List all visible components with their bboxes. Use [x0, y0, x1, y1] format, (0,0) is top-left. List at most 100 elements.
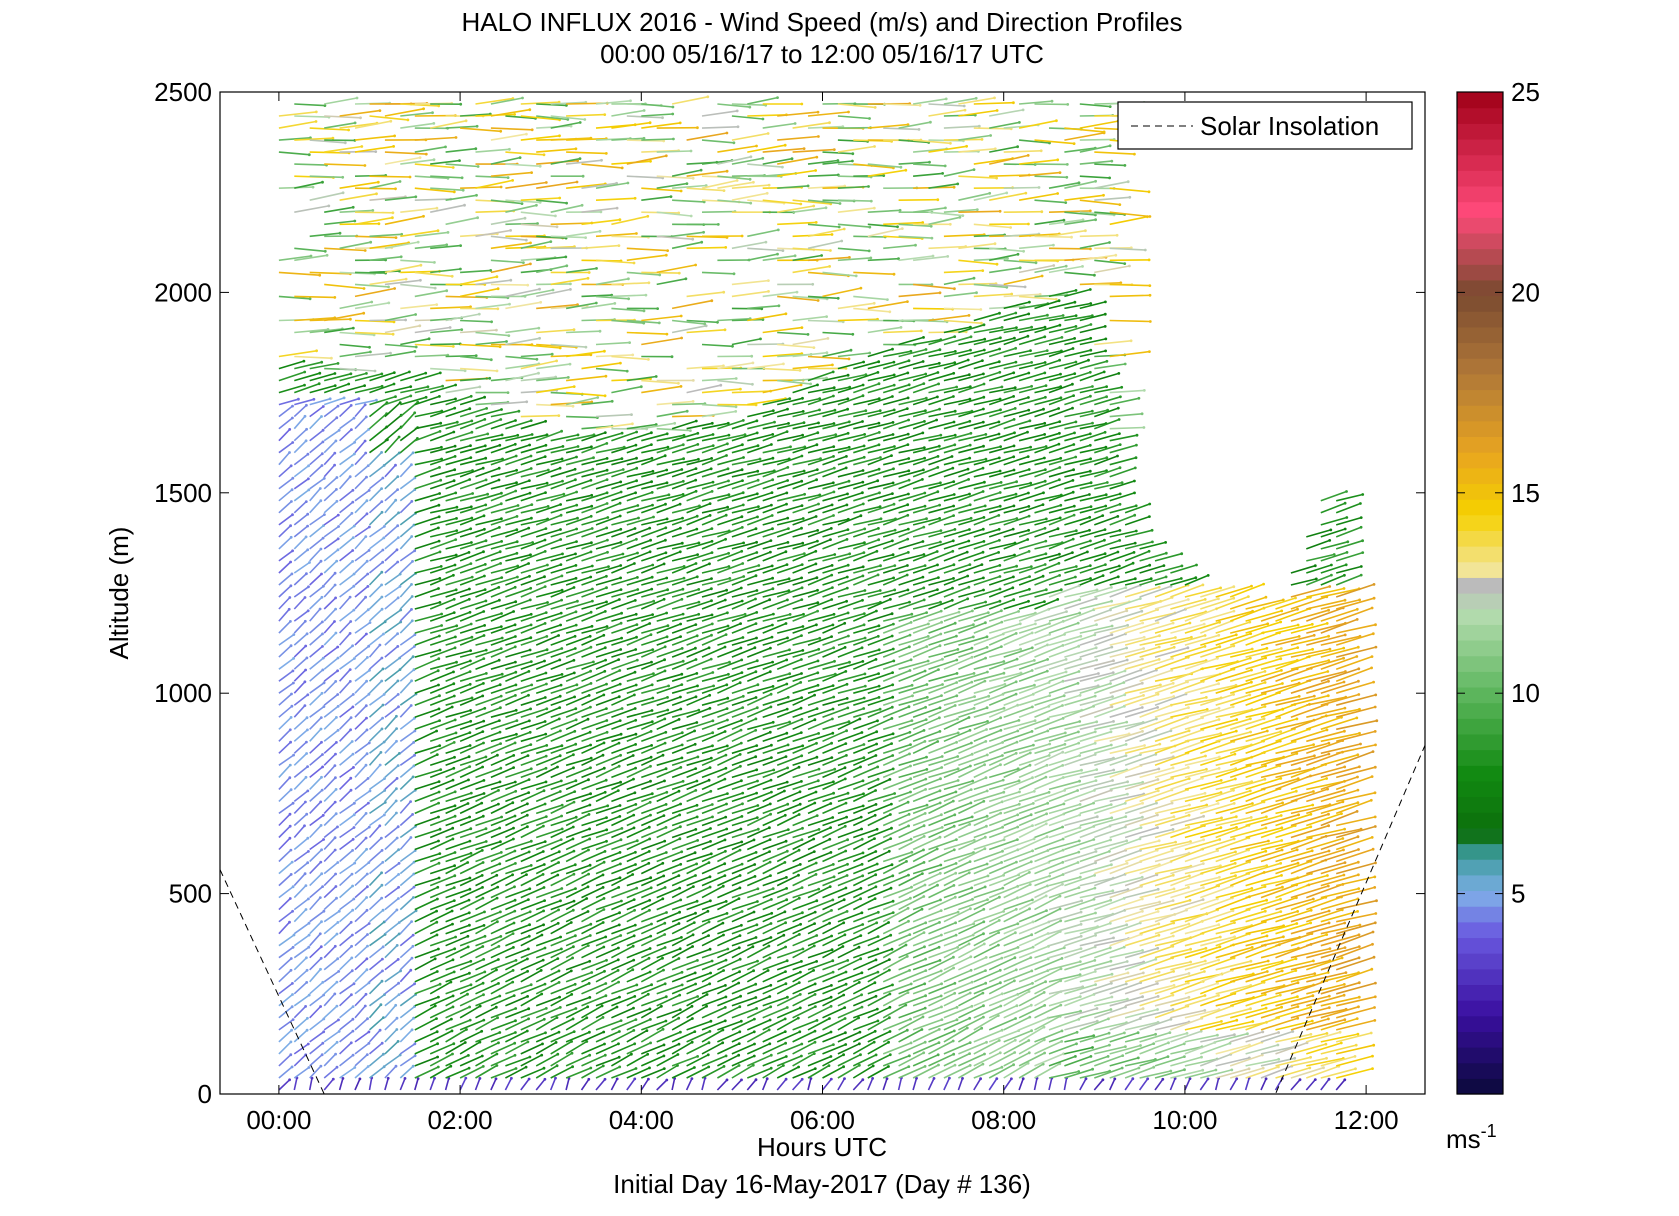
- wind-vector-head: [541, 958, 545, 962]
- wind-vector-head: [590, 564, 594, 568]
- wind-vector-head: [619, 862, 622, 866]
- wind-vector-head: [540, 992, 544, 996]
- wind-vector: [429, 971, 455, 983]
- wind-vector-head: [785, 502, 788, 506]
- wind-vector-head: [468, 887, 472, 891]
- wind-vector: [520, 744, 547, 755]
- wind-vector: [278, 873, 292, 887]
- wind-vector: [368, 680, 383, 694]
- wind-vector-head: [351, 536, 355, 539]
- wind-vector: [459, 287, 499, 298]
- wind-vector: [414, 343, 454, 348]
- wind-vector-head: [802, 421, 806, 424]
- wind-vector: [550, 157, 581, 165]
- wind-vector: [414, 780, 440, 791]
- wind-vector-head: [333, 764, 337, 767]
- wind-vector-head: [817, 502, 820, 506]
- wind-vector-head: [322, 477, 326, 480]
- wind-vector: [565, 527, 593, 538]
- wind-vector: [384, 812, 397, 827]
- wind-vector: [656, 874, 680, 887]
- wind-vector: [550, 873, 575, 887]
- wind-vector-head: [395, 714, 398, 718]
- wind-vector: [429, 589, 457, 598]
- wind-vector-head: [529, 586, 533, 590]
- wind-vector-head: [800, 526, 803, 530]
- wind-vector-head: [543, 550, 547, 553]
- wind-vector: [490, 719, 518, 731]
- wind-vector-head: [798, 1030, 802, 1034]
- wind-vector-head: [305, 956, 308, 960]
- wind-vector-head: [559, 528, 562, 531]
- wind-vector: [414, 828, 441, 839]
- wind-vector-head: [724, 900, 728, 903]
- wind-vector: [414, 768, 441, 779]
- wind-vector: [323, 657, 339, 670]
- wind-vector-head: [708, 562, 711, 566]
- wind-vector-head: [817, 732, 820, 735]
- wind-vector-head: [573, 863, 577, 867]
- wind-vector: [278, 633, 295, 646]
- wind-vector: [429, 1077, 436, 1091]
- wind-vector: [490, 540, 518, 550]
- wind-vector-head: [716, 223, 720, 226]
- wind-vector-head: [365, 847, 368, 851]
- wind-vector-head: [768, 995, 772, 998]
- wind-vector-head: [784, 1041, 787, 1045]
- wind-vector-head: [633, 923, 637, 927]
- wind-vector-head: [515, 515, 519, 518]
- wind-vector-head: [677, 211, 681, 215]
- wind-vector: [550, 790, 576, 803]
- wind-vector-head: [336, 404, 340, 408]
- wind-vector-head: [650, 792, 654, 796]
- wind-vector-head: [708, 766, 712, 769]
- wind-vector-head: [512, 946, 515, 949]
- wind-vector-head: [364, 595, 367, 599]
- wind-vector: [595, 564, 621, 574]
- wind-vector: [520, 101, 560, 105]
- wind-vector: [490, 874, 513, 887]
- wind-vector-head: [710, 457, 713, 460]
- wind-vector-head: [678, 837, 682, 841]
- wind-vector-head: [291, 513, 294, 517]
- wind-vector-head: [742, 541, 745, 545]
- wind-vector: [339, 789, 352, 802]
- wind-vector: [595, 481, 621, 490]
- wind-vector: [369, 801, 386, 815]
- wind-vector: [338, 1078, 344, 1091]
- wind-vector-head: [396, 1040, 400, 1043]
- wind-vector: [505, 288, 540, 298]
- wind-vector: [656, 708, 682, 718]
- wind-vector: [354, 1031, 370, 1043]
- wind-vector-head: [350, 993, 353, 997]
- wind-vector-head: [365, 872, 369, 876]
- wind-vector-head: [783, 813, 787, 817]
- wind-vector: [671, 658, 697, 670]
- wind-vector: [369, 537, 385, 550]
- wind-vector-head: [367, 489, 371, 492]
- wind-vector: [536, 445, 564, 454]
- wind-vector-head: [797, 765, 801, 769]
- wind-vector: [595, 553, 624, 562]
- wind-vector: [641, 122, 681, 129]
- wind-vector: [384, 706, 399, 718]
- wind-vector-head: [800, 1054, 803, 1058]
- wind-vector-head: [350, 511, 354, 515]
- wind-vector-head: [784, 839, 788, 843]
- wind-vector: [641, 337, 682, 346]
- wind-vector-head: [411, 775, 415, 779]
- wind-vector-head: [454, 635, 457, 639]
- wind-vector: [384, 196, 416, 201]
- wind-vector-head: [498, 730, 502, 734]
- wind-vector-head: [335, 896, 338, 900]
- wind-vector: [656, 588, 684, 598]
- wind-vector: [278, 670, 294, 682]
- wind-vector: [520, 444, 547, 454]
- wind-vector: [536, 265, 567, 274]
- wind-vector: [399, 452, 414, 466]
- wind-vector-head: [512, 826, 515, 830]
- wind-vector: [278, 897, 291, 911]
- wind-vector: [429, 574, 454, 586]
- wind-vector-head: [290, 860, 294, 864]
- wind-vector-head: [691, 379, 695, 382]
